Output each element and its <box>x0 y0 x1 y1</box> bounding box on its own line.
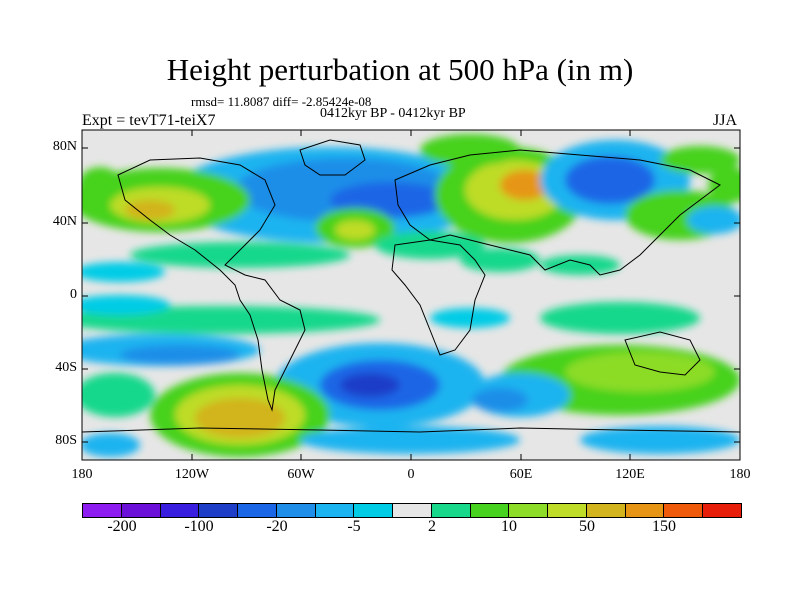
colorbar-label: 2 <box>428 518 436 535</box>
lon-label: 120E <box>615 467 645 482</box>
colorbar-label: -100 <box>184 518 214 535</box>
colorbar-segment <box>121 504 161 517</box>
coastlines <box>82 139 740 433</box>
colorbar-segment <box>238 504 277 517</box>
colorbar-label: 150 <box>652 518 676 535</box>
colorbar-segment <box>509 504 549 517</box>
period-annotation: 0412kyr BP - 0412kyr BP <box>320 106 466 121</box>
colorbar-segment <box>431 504 471 517</box>
contour-field <box>82 130 740 460</box>
colorbar-label: 10 <box>501 518 517 535</box>
colorbar-segment <box>160 504 200 517</box>
lat-label: 40S <box>55 360 77 375</box>
colorbar-segment <box>393 504 432 517</box>
lon-label: 180 <box>729 467 751 482</box>
colorbar <box>82 503 742 518</box>
colorbar-label: -200 <box>107 518 137 535</box>
lat-label: 40N <box>52 214 77 229</box>
season-label: JJA <box>713 112 738 129</box>
lon-label: 180 <box>71 467 93 482</box>
experiment-label: Expt = tevT71-teiX7 <box>82 112 216 129</box>
chart-title: Height perturbation at 500 hPa (in m) <box>166 52 634 87</box>
lon-label: 120W <box>174 467 210 482</box>
colorbar-segment <box>548 504 587 517</box>
colorbar-segment <box>315 504 355 517</box>
colorbar-label: 50 <box>579 518 595 535</box>
colorbar-segment <box>83 504 122 517</box>
lat-label: 0 <box>70 287 77 302</box>
lon-label: 60W <box>287 467 315 482</box>
lon-label: 60E <box>509 467 533 482</box>
colorbar-segment <box>703 504 742 517</box>
rmsd-annotation: rmsd= 11.8087 diff= -2.85424e-08 <box>191 94 372 109</box>
lon-label: 0 <box>407 467 415 482</box>
colorbar-label: -20 <box>266 518 288 535</box>
colorbar-segment <box>664 504 704 517</box>
lat-label: 80S <box>55 433 77 448</box>
colorbar-segment <box>470 504 510 517</box>
colorbar-segment <box>586 504 626 517</box>
colorbar-segment <box>276 504 316 517</box>
colorbar-segment <box>625 504 665 517</box>
lat-label: 80N <box>52 139 77 154</box>
map-frame <box>81 129 741 461</box>
colorbar-segment <box>354 504 394 517</box>
colorbar-segment <box>199 504 239 517</box>
colorbar-label: -5 <box>347 518 361 535</box>
